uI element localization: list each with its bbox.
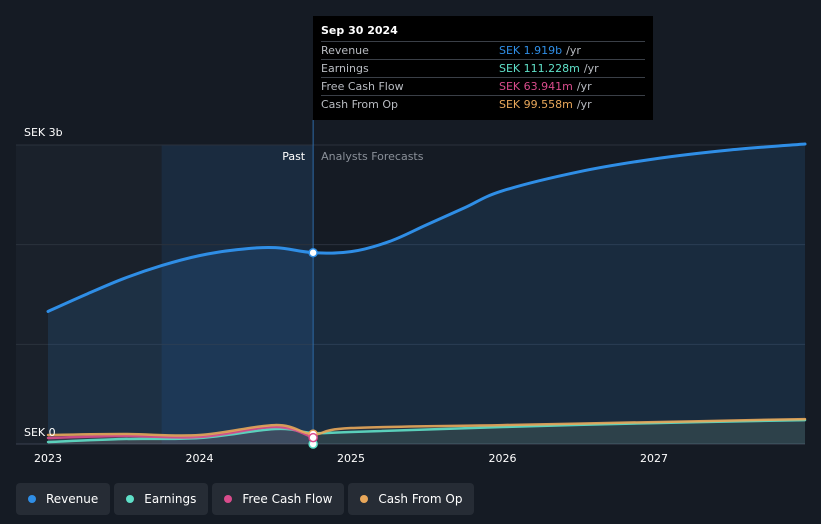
- tooltip-date: Sep 30 2024: [321, 24, 645, 41]
- forecast-label: Analysts Forecasts: [321, 150, 424, 163]
- legend-item-revenue[interactable]: Revenue: [16, 483, 110, 515]
- tooltip-label: Free Cash Flow: [321, 78, 499, 95]
- tooltip-row-cash-from-op: Cash From Op SEK 99.558m /yr: [321, 95, 645, 113]
- x-tick-label: 2027: [640, 452, 668, 465]
- tooltip-unit: /yr: [577, 96, 592, 113]
- marker-free-cash-flow: [309, 434, 317, 442]
- legend-dot-icon: [126, 495, 134, 503]
- legend-dot-icon: [28, 495, 36, 503]
- tooltip-row-earnings: Earnings SEK 111.228m /yr: [321, 59, 645, 77]
- x-tick-label: 2023: [34, 452, 62, 465]
- legend-label: Revenue: [46, 492, 98, 506]
- marker-revenue: [309, 249, 317, 257]
- tooltip-row-free-cash-flow: Free Cash Flow SEK 63.941m /yr: [321, 77, 645, 95]
- tooltip-label: Cash From Op: [321, 96, 499, 113]
- past-label: Past: [282, 150, 306, 163]
- tooltip-value: SEK 111.228m: [499, 60, 580, 77]
- legend-label: Free Cash Flow: [242, 492, 332, 506]
- legend-item-free-cash-flow[interactable]: Free Cash Flow: [212, 483, 344, 515]
- y-axis-top-label: SEK 3b: [24, 126, 63, 139]
- tooltip-unit: /yr: [566, 42, 581, 59]
- tooltip-unit: /yr: [577, 78, 592, 95]
- data-tooltip: Sep 30 2024 Revenue SEK 1.919b /yr Earni…: [313, 16, 653, 120]
- x-tick-label: 2025: [337, 452, 365, 465]
- tooltip-unit: /yr: [584, 60, 599, 77]
- x-tick-label: 2026: [489, 452, 517, 465]
- legend-label: Earnings: [144, 492, 196, 506]
- legend-dot-icon: [360, 495, 368, 503]
- tooltip-row-revenue: Revenue SEK 1.919b /yr: [321, 41, 645, 59]
- tooltip-label: Revenue: [321, 42, 499, 59]
- legend-dot-icon: [224, 495, 232, 503]
- legend-item-cash-from-op[interactable]: Cash From Op: [348, 483, 474, 515]
- legend-label: Cash From Op: [378, 492, 462, 506]
- x-axis-ticks: 2023 2024 2025 2026 2027: [34, 452, 668, 465]
- legend: Revenue Earnings Free Cash Flow Cash Fro…: [16, 483, 474, 515]
- tooltip-value: SEK 99.558m: [499, 96, 573, 113]
- y-axis-bottom-label: SEK 0: [24, 426, 56, 439]
- x-tick-label: 2024: [186, 452, 214, 465]
- tooltip-label: Earnings: [321, 60, 499, 77]
- tooltip-value: SEK 63.941m: [499, 78, 573, 95]
- tooltip-value: SEK 1.919b: [499, 42, 562, 59]
- legend-item-earnings[interactable]: Earnings: [114, 483, 208, 515]
